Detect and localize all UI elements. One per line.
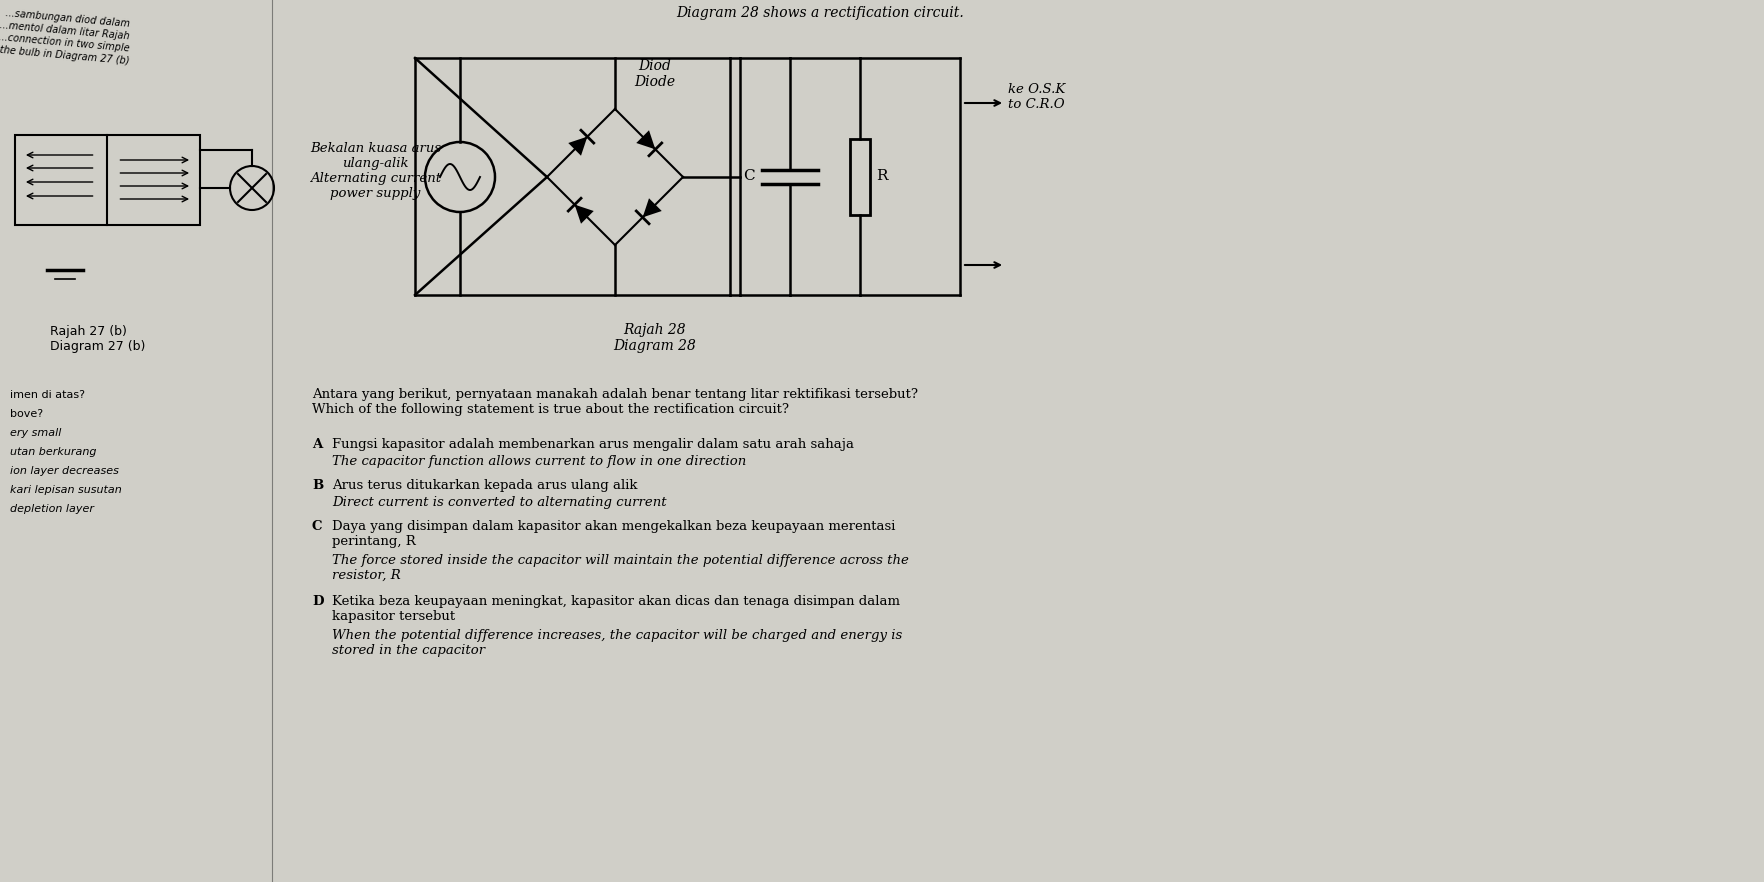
Text: kari lepisan susutan: kari lepisan susutan <box>11 485 122 495</box>
Text: The force stored inside the capacitor will maintain the potential difference acr: The force stored inside the capacitor wi… <box>332 554 908 582</box>
Text: C: C <box>312 520 323 533</box>
Polygon shape <box>575 205 593 224</box>
Text: Diagram 28 shows a rectification circuit.: Diagram 28 shows a rectification circuit… <box>676 6 963 20</box>
Text: ...the bulb in Diagram 27 (b): ...the bulb in Diagram 27 (b) <box>0 44 131 66</box>
Text: imen di atas?: imen di atas? <box>11 390 85 400</box>
Text: ery small: ery small <box>11 428 62 438</box>
Text: depletion layer: depletion layer <box>11 504 93 514</box>
Polygon shape <box>642 198 662 217</box>
Text: ion layer decreases: ion layer decreases <box>11 466 118 476</box>
Bar <box>850 138 870 214</box>
Text: Rajah 28
Diagram 28: Rajah 28 Diagram 28 <box>614 323 697 353</box>
Text: A: A <box>312 438 323 451</box>
Text: C: C <box>743 169 755 183</box>
Text: Rajah 27 (b)
Diagram 27 (b): Rajah 27 (b) Diagram 27 (b) <box>49 325 145 353</box>
Text: Daya yang disimpan dalam kapasitor akan mengekalkan beza keupayaan merentasi
per: Daya yang disimpan dalam kapasitor akan … <box>332 520 894 548</box>
Polygon shape <box>568 137 587 156</box>
Text: ke O.S.K
to C.R.O: ke O.S.K to C.R.O <box>1007 83 1065 111</box>
Text: The capacitor function allows current to flow in one direction: The capacitor function allows current to… <box>332 455 746 468</box>
Text: When the potential difference increases, the capacitor will be charged and energ: When the potential difference increases,… <box>332 629 901 657</box>
Text: Antara yang berikut, pernyataan manakah adalah benar tentang litar rektifikasi t: Antara yang berikut, pernyataan manakah … <box>312 388 917 416</box>
Text: B: B <box>312 479 323 492</box>
Bar <box>14 135 199 225</box>
Text: Bekalan kuasa arus
ulang-alik
Alternating current
power supply: Bekalan kuasa arus ulang-alik Alternatin… <box>310 142 441 200</box>
Text: Fungsi kapasitor adalah membenarkan arus mengalir dalam satu arah sahaja: Fungsi kapasitor adalah membenarkan arus… <box>332 438 854 451</box>
Text: ...mentol dalam litar Rajah: ...mentol dalam litar Rajah <box>0 20 131 41</box>
Text: D: D <box>312 595 323 608</box>
Polygon shape <box>635 131 654 149</box>
Text: Ketika beza keupayaan meningkat, kapasitor akan dicas dan tenaga disimpan dalam
: Ketika beza keupayaan meningkat, kapasit… <box>332 595 900 623</box>
Text: R: R <box>875 169 887 183</box>
Text: Arus terus ditukarkan kepada arus ulang alik: Arus terus ditukarkan kepada arus ulang … <box>332 479 637 492</box>
Text: ...connection in two simple: ...connection in two simple <box>0 32 131 54</box>
Text: Diod
Diode: Diod Diode <box>633 59 676 89</box>
Text: bove?: bove? <box>11 409 42 419</box>
Text: Direct current is converted to alternating current: Direct current is converted to alternati… <box>332 496 667 509</box>
Text: ...sambungan diod dalam: ...sambungan diod dalam <box>5 8 131 29</box>
Text: utan berkurang: utan berkurang <box>11 447 97 457</box>
